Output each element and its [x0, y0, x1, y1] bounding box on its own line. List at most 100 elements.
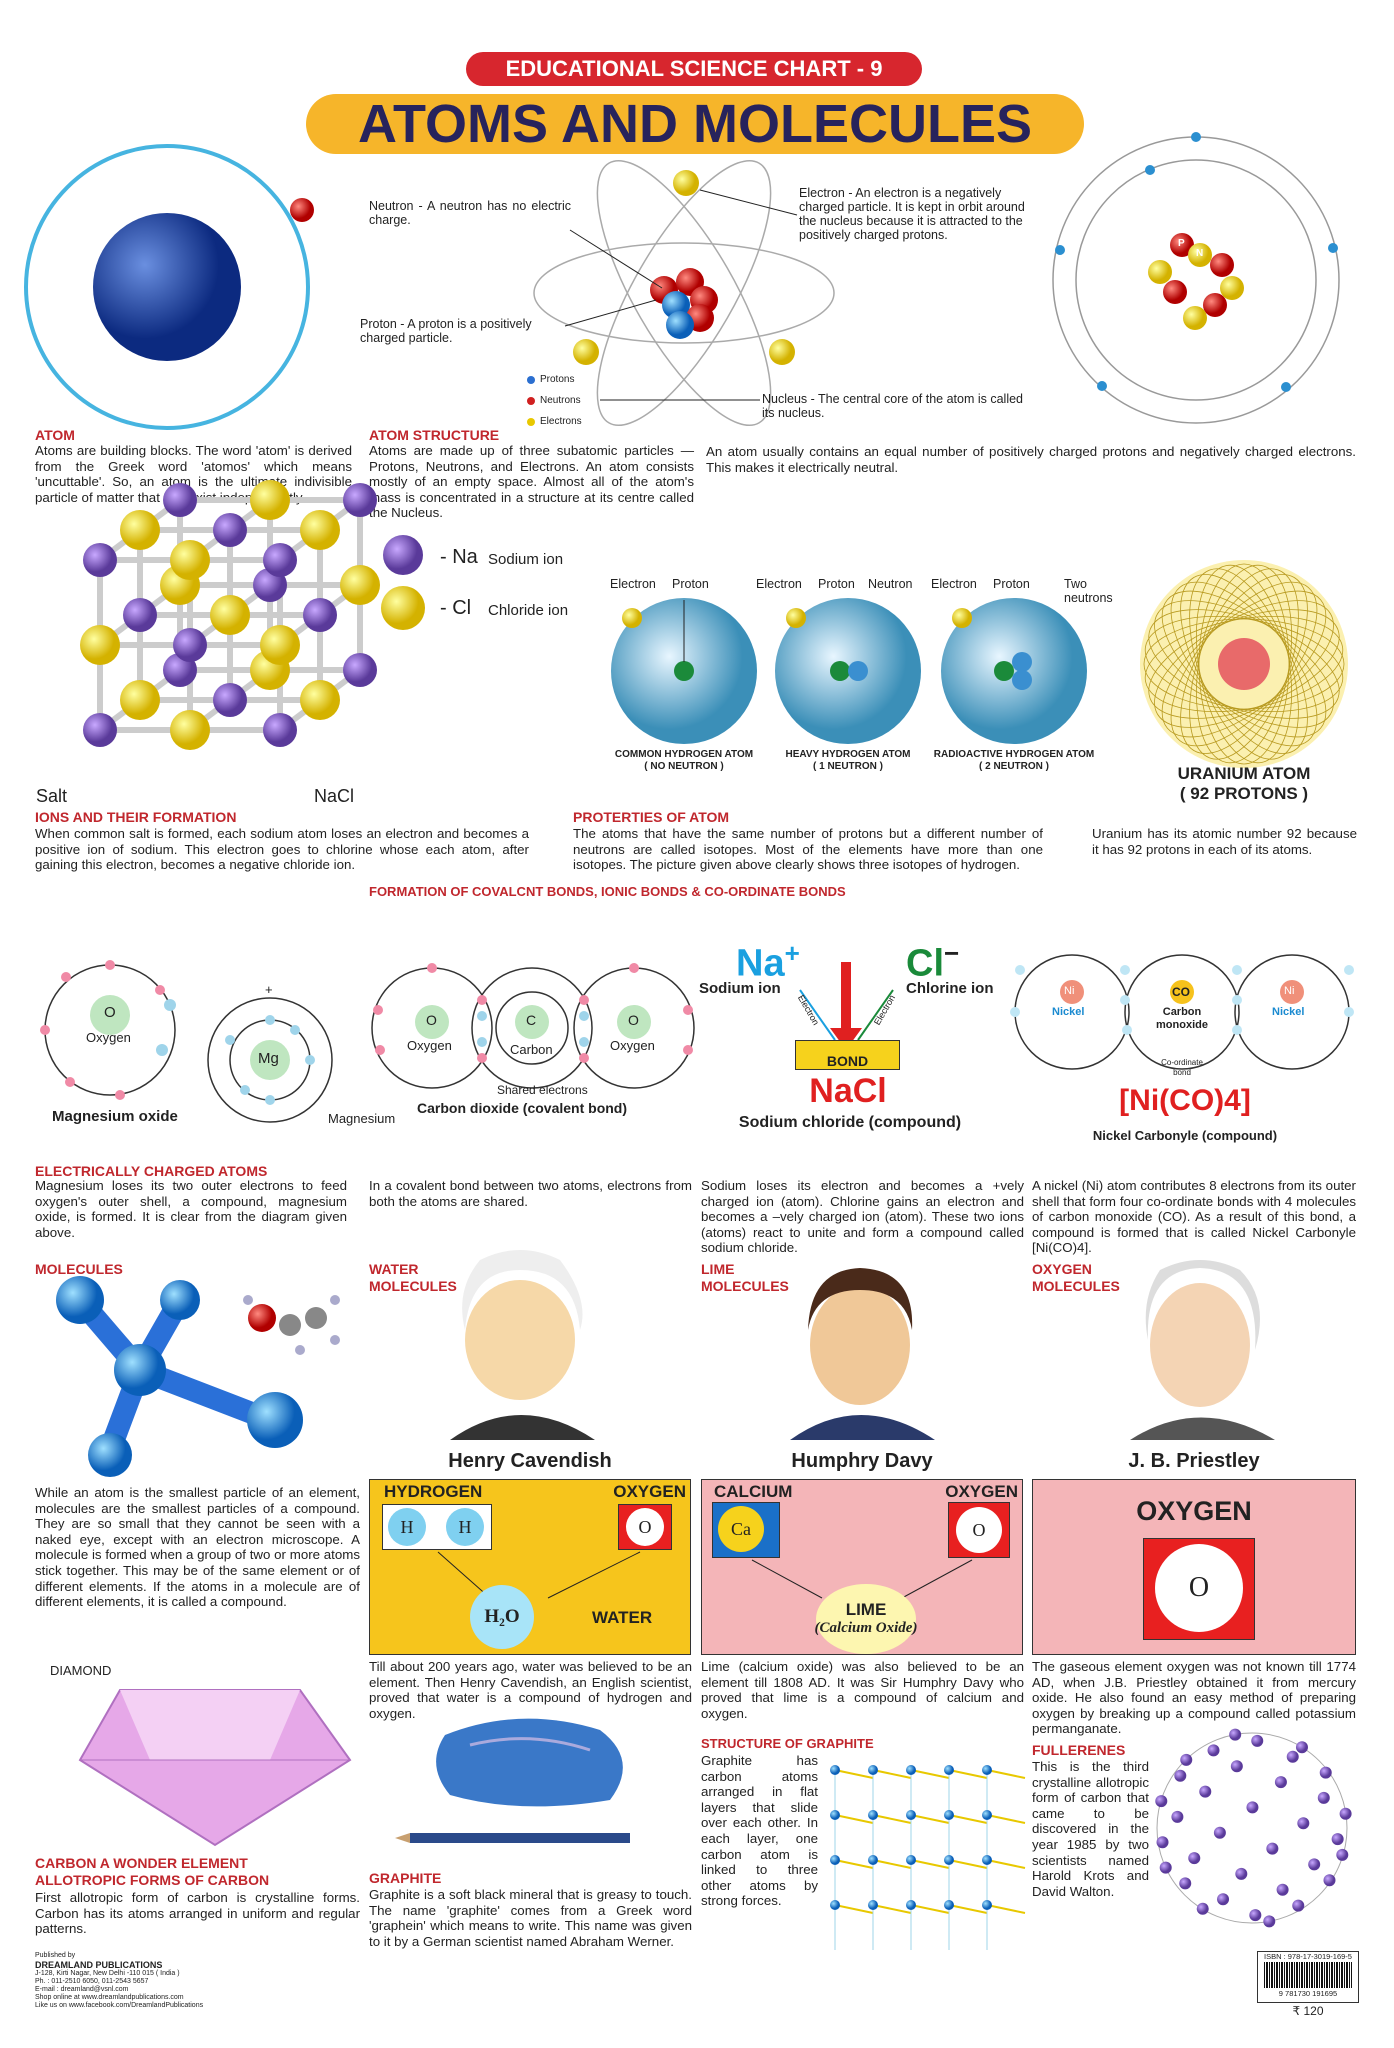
lime-label: LIME	[845, 1600, 887, 1619]
chloride-ion	[340, 565, 380, 605]
carbon-atom	[982, 1810, 992, 1820]
series-pill: EDUCATIONAL SCIENCE CHART - 9	[466, 52, 922, 86]
sodium-ion	[163, 483, 197, 517]
carbon-heading-line2: ALLOTROPIC FORMS OF CARBON	[35, 1872, 270, 1888]
uranium-title: URANIUM ATOM	[1177, 764, 1311, 783]
legend-protons: Protons	[540, 374, 575, 385]
electron-orbit	[1161, 590, 1327, 738]
carbon-atom	[868, 1810, 878, 1820]
na-ion-symbol: Na+	[736, 938, 800, 986]
carbon-atom	[1180, 1753, 1193, 1766]
graphite-bond	[872, 1814, 912, 1824]
h2o-molecule: H₂O	[470, 1585, 534, 1649]
carbon-heading: CARBON A WONDER ELEMENT ALLOTROPIC FORMS …	[35, 1855, 269, 1889]
mgo-caption: Magnesium oxide	[52, 1108, 178, 1125]
carbon-atom	[1249, 1909, 1262, 1922]
chloride-symbol: - Cl	[440, 597, 472, 619]
isotope-label: Two neutrons	[1064, 577, 1113, 605]
sodium-ion	[123, 598, 157, 632]
lime-molecule	[816, 1584, 916, 1654]
carbon-atom	[1156, 1836, 1169, 1849]
co2-shells	[371, 963, 695, 1089]
graphite-bond	[872, 1769, 912, 1779]
carbon-atom	[1246, 1801, 1259, 1814]
isotope-caption: HEAVY HYDROGEN ATOM	[785, 749, 911, 760]
sodium-ion	[343, 483, 377, 517]
carbon-atom	[1336, 1848, 1349, 1861]
oxygen-heading: OXYGEN MOLECULES	[1032, 1261, 1120, 1295]
co2-oxygen-label-2: Oxygen	[610, 1038, 655, 1053]
carbon-atom	[830, 1900, 840, 1910]
carbon-atom	[830, 1810, 840, 1820]
graphite-bond	[948, 1904, 988, 1914]
carbon-atom	[1229, 1728, 1242, 1741]
graphite-structure-illustration	[830, 1765, 1026, 1950]
carbon-atom	[1266, 1842, 1279, 1855]
carbon-atom	[1230, 1760, 1243, 1773]
scientist-henry-cavendish: Henry Cavendish	[448, 1450, 612, 1472]
graphite-bond	[986, 1769, 1026, 1779]
isotope-label: Electron	[756, 577, 802, 591]
co2-oxygen-label-1: Oxygen	[407, 1038, 452, 1053]
carbon-atom	[1188, 1852, 1201, 1865]
charged-text-mgo: Magnesium loses its two outer electrons …	[35, 1178, 347, 1240]
carbon-atom	[1171, 1810, 1184, 1823]
bohr-atom-model	[1052, 132, 1340, 424]
carbon-monoxide-label: Carbon monoxide	[1156, 1006, 1208, 1031]
carbon-atom	[1174, 1769, 1187, 1782]
carbon-atom	[1159, 1861, 1172, 1874]
coordinate-bond-label: Co-ordinate bond	[1161, 1058, 1203, 1077]
na-symbol: Na	[736, 942, 785, 985]
chloride-ion	[300, 510, 340, 550]
isotope-sub: ( NO NEUTRON )	[644, 761, 724, 772]
atom-structure-diagram	[527, 159, 835, 427]
carbon-atom	[906, 1855, 916, 1865]
carbon-atom	[1323, 1874, 1336, 1887]
isotope-label: Electron	[610, 577, 656, 591]
sodium-ion	[173, 628, 207, 662]
electron-orbit	[1148, 609, 1340, 719]
chloride-ion	[120, 510, 160, 550]
chloride-ion	[260, 625, 300, 665]
sodium-ion	[263, 713, 297, 747]
carbon-atom	[1263, 1915, 1276, 1928]
lime-box: CALCIUM OXYGEN Ca O LIME (Calcium Oxide)	[701, 1479, 1023, 1655]
carbon-atom	[1331, 1833, 1344, 1846]
nico-caption: Nickel Carbonyle (compound)	[1092, 1128, 1278, 1143]
graphite-structure-heading: STRUCTURE OF GRAPHITE	[701, 1736, 874, 1751]
co2-c-symbol: C	[526, 1012, 537, 1028]
nico-shells	[1010, 954, 1354, 1070]
price: ₹ 120	[1292, 2004, 1324, 2018]
properties-text: The atoms that have the same number of p…	[573, 826, 1043, 873]
o-atom-symbol: O	[956, 1507, 1002, 1553]
co2-shared-label: Shared electrons	[497, 1083, 588, 1097]
chloride-ion	[250, 480, 290, 520]
publisher-shop: Shop online at www.dreamlandpublications…	[35, 1994, 184, 2001]
molecule-model-illustration	[56, 1276, 340, 1477]
electron-arrow-label-left: Electron	[795, 993, 822, 1027]
proton-label: Proton - A proton is a positively charge…	[360, 317, 532, 345]
oxygen-title: OXYGEN	[1136, 1496, 1252, 1526]
electron-arrow-label-right: Electron	[871, 993, 898, 1027]
fullerene-illustration	[1155, 1728, 1352, 1928]
isotope-caption: RADIOACTIVE HYDROGEN ATOM	[933, 749, 1095, 760]
chloride-label: Chloride ion	[488, 602, 569, 619]
charged-text-covalent: In a covalent bond between two atoms, el…	[369, 1178, 692, 1209]
chloride-ion	[300, 680, 340, 720]
portrait-humphry-davy	[790, 1268, 935, 1440]
molecules-heading: MOLECULES	[35, 1261, 123, 1277]
atom-structure-text: Atoms are made up of three subatomic par…	[369, 443, 694, 521]
oxygen-box: OXYGEN O	[1032, 1479, 1356, 1655]
sodium-ion-label: Sodium ion	[699, 980, 781, 997]
portrait-jb-priestley	[1130, 1260, 1275, 1440]
carbon-atom	[1179, 1877, 1192, 1890]
ions-text: When common salt is formed, each sodium …	[35, 826, 529, 873]
lime-text: Lime (calcium oxide) was also believed t…	[701, 1659, 1024, 1721]
graphite-bond	[910, 1859, 950, 1869]
page-title: ATOMS AND MOLECULES	[306, 94, 1084, 154]
uranium-text: Uranium has its atomic number 92 because…	[1092, 826, 1357, 857]
diamond-label: DIAMOND	[50, 1663, 112, 1678]
carbon-atom	[906, 1900, 916, 1910]
electron-orbit	[1144, 616, 1344, 712]
co2-o1-symbol: O	[426, 1012, 437, 1028]
